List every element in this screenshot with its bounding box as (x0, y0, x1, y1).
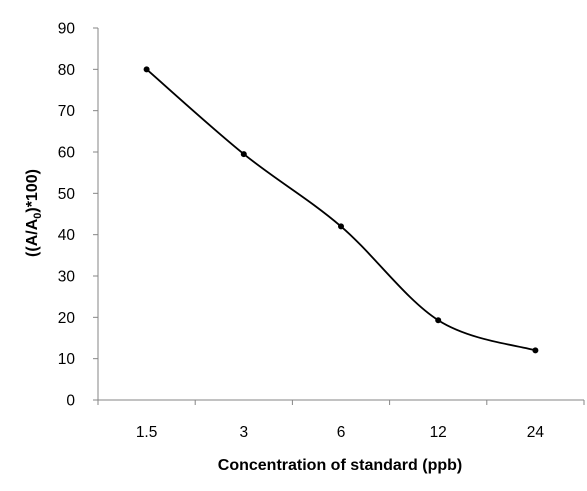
y-tick-label: 90 (58, 21, 76, 38)
data-point (338, 223, 344, 230)
x-axis: 1.5 3 6 12 24 (97, 399, 585, 441)
y-axis-title-pre: ((A/A (24, 218, 41, 257)
data-point (143, 66, 150, 73)
y-tick-label: 20 (58, 310, 76, 327)
y-tick-label: 80 (58, 62, 76, 79)
y-tick-label: 40 (58, 227, 76, 244)
y-axis-title: ((A/A0)*100) (24, 169, 44, 257)
y-tick-label: 30 (58, 269, 76, 286)
data-point (240, 151, 247, 158)
y-tick-label: 70 (58, 103, 76, 120)
series-area (143, 66, 539, 354)
series-line (146, 68, 536, 352)
x-tick-label: 6 (337, 424, 346, 441)
x-axis-title: Concentration of standard (ppb) (218, 457, 462, 474)
y-tick-label: 60 (58, 145, 76, 162)
x-tick-label: 12 (430, 424, 447, 441)
y-axis-title-subscript: 0 (32, 213, 44, 219)
data-point (435, 317, 442, 324)
x-tick-label: 1.5 (136, 424, 158, 441)
x-tick-label: 3 (239, 424, 248, 441)
y-tick-label: 50 (58, 186, 76, 203)
y-tick-label: 0 (66, 393, 75, 410)
y-axis: 0 10 20 30 40 50 60 70 80 90 (58, 21, 99, 410)
x-tick-label: 24 (527, 424, 545, 441)
data-point (532, 347, 539, 354)
y-axis-title-post: )*100) (24, 169, 41, 213)
y-tick-label: 10 (58, 351, 76, 368)
